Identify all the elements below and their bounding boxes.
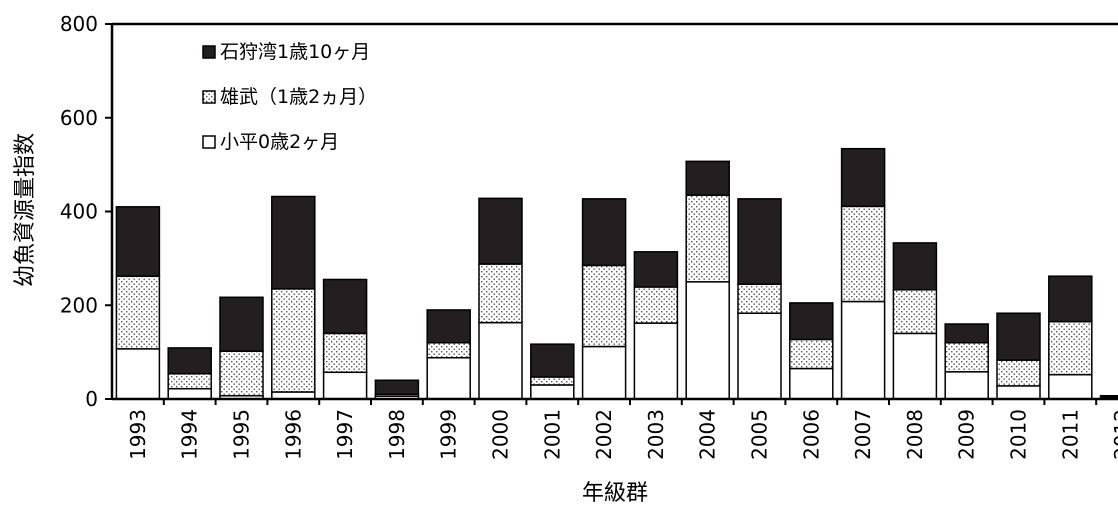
bar-1995-series-1 bbox=[219, 350, 264, 397]
x-tick-label: 2008 bbox=[903, 409, 927, 460]
bar-2006-series-0 bbox=[789, 367, 834, 400]
bar-2002-series-1 bbox=[581, 264, 627, 348]
legend-label-0: 小平0歳2ヶ月 bbox=[220, 131, 339, 153]
y-axis-title: 幼魚資源量指数 bbox=[13, 133, 38, 287]
legend-label-2: 石狩湾1歳10ヶ月 bbox=[220, 41, 370, 63]
bar-1996-series-2 bbox=[271, 195, 316, 290]
bar-1994-series-2 bbox=[167, 347, 212, 375]
bar-2005-series-0 bbox=[737, 312, 782, 400]
bar-1997-series-1 bbox=[322, 332, 368, 374]
bar-2004-series-0 bbox=[685, 281, 730, 400]
bar-2011-series-0 bbox=[1048, 373, 1093, 400]
bar-2005-series-1 bbox=[737, 283, 782, 314]
x-tick-label: 1999 bbox=[437, 409, 461, 460]
bars-layer bbox=[115, 147, 1118, 400]
legend-swatch-0 bbox=[202, 135, 216, 149]
bar-2002-series-2 bbox=[581, 198, 627, 267]
bar-2002-series-0 bbox=[581, 345, 627, 400]
bar-2007-series-0 bbox=[840, 300, 886, 400]
y-tick-label: 200 bbox=[60, 293, 98, 317]
x-tick-label: 2011 bbox=[1058, 409, 1082, 460]
x-tick-label: 2010 bbox=[1007, 409, 1031, 460]
bar-2001-series-1 bbox=[530, 376, 575, 386]
bar-2000-series-1 bbox=[478, 263, 523, 324]
x-tick-label: 2007 bbox=[851, 409, 875, 460]
bar-2010-series-2 bbox=[996, 312, 1041, 361]
y-tick-label: 800 bbox=[60, 12, 98, 36]
x-tick-label: 2009 bbox=[955, 409, 979, 460]
bar-2008-series-0 bbox=[892, 332, 938, 400]
bar-2009-series-2 bbox=[944, 323, 989, 344]
bar-2009-series-1 bbox=[944, 342, 989, 373]
bar-2007-series-1 bbox=[840, 205, 886, 303]
bar-2011-series-2 bbox=[1048, 275, 1093, 323]
x-tick-label: 1993 bbox=[126, 409, 150, 460]
x-tick-label: 2012 bbox=[1110, 409, 1118, 460]
bar-2003-series-0 bbox=[633, 322, 679, 400]
bar-1994-series-1 bbox=[167, 372, 212, 390]
x-tick-label: 2006 bbox=[799, 409, 823, 460]
bar-2001-series-2 bbox=[530, 343, 575, 378]
bar-2005-series-2 bbox=[737, 198, 782, 285]
x-tick-label: 1998 bbox=[385, 409, 409, 460]
legend-swatch-2 bbox=[202, 45, 216, 59]
x-tick-label: 2004 bbox=[696, 409, 720, 460]
x-tick-label: 2000 bbox=[489, 409, 513, 460]
x-tick-label: 2002 bbox=[592, 409, 616, 460]
bar-2003-series-2 bbox=[633, 251, 679, 288]
bar-2007-series-2 bbox=[840, 147, 886, 208]
bar-2001-series-0 bbox=[530, 384, 575, 400]
bar-2006-series-2 bbox=[789, 302, 834, 341]
bar-1994-series-0 bbox=[167, 387, 212, 400]
bar-2008-series-2 bbox=[892, 242, 938, 291]
bar-2008-series-1 bbox=[892, 289, 938, 335]
bar-1996-series-1 bbox=[271, 288, 316, 393]
y-tick-label: 400 bbox=[60, 200, 98, 224]
bar-1995-series-2 bbox=[219, 296, 264, 352]
bar-1993-series-1 bbox=[115, 275, 161, 350]
bar-1999-series-2 bbox=[426, 309, 471, 344]
bar-2004-series-2 bbox=[685, 160, 730, 196]
x-tick-label: 1997 bbox=[333, 409, 357, 460]
x-tick-label: 2003 bbox=[644, 409, 668, 460]
legend-label-1: 雄武（1歳2ヵ月） bbox=[220, 86, 377, 108]
bar-2004-series-1 bbox=[685, 194, 730, 283]
bar-1993-series-0 bbox=[115, 348, 161, 400]
x-tick-label: 1994 bbox=[178, 409, 202, 460]
bar-2003-series-1 bbox=[633, 286, 679, 324]
bar-1993-series-2 bbox=[115, 206, 161, 277]
bar-1998-series-2 bbox=[374, 379, 420, 396]
x-axis-title: 年級群 bbox=[582, 481, 648, 506]
bar-2009-series-0 bbox=[944, 371, 989, 400]
bar-1999-series-1 bbox=[426, 342, 471, 359]
bar-2010-series-0 bbox=[996, 385, 1041, 400]
bar-2000-series-2 bbox=[478, 197, 523, 265]
x-tick-label: 2001 bbox=[540, 409, 564, 460]
bar-2012-series-2 bbox=[1099, 394, 1118, 398]
bar-2010-series-1 bbox=[996, 359, 1041, 387]
bar-1999-series-0 bbox=[426, 357, 471, 400]
bar-2011-series-1 bbox=[1048, 320, 1093, 376]
x-tick-label: 1995 bbox=[230, 409, 254, 460]
x-tick-label: 1996 bbox=[281, 409, 305, 460]
bar-1997-series-2 bbox=[322, 278, 368, 335]
y-tick-label: 0 bbox=[85, 387, 98, 411]
bar-2006-series-1 bbox=[789, 338, 834, 370]
bar-1997-series-0 bbox=[322, 371, 368, 400]
axes-layer: 1993 1994 1995 1996 1997 1998 1999 2000 2001 2002… bbox=[60, 12, 1118, 460]
bar-2000-series-0 bbox=[478, 321, 523, 400]
legend-swatch-1 bbox=[202, 90, 216, 104]
x-tick-label: 2005 bbox=[748, 409, 772, 460]
y-tick-label: 600 bbox=[60, 106, 98, 130]
